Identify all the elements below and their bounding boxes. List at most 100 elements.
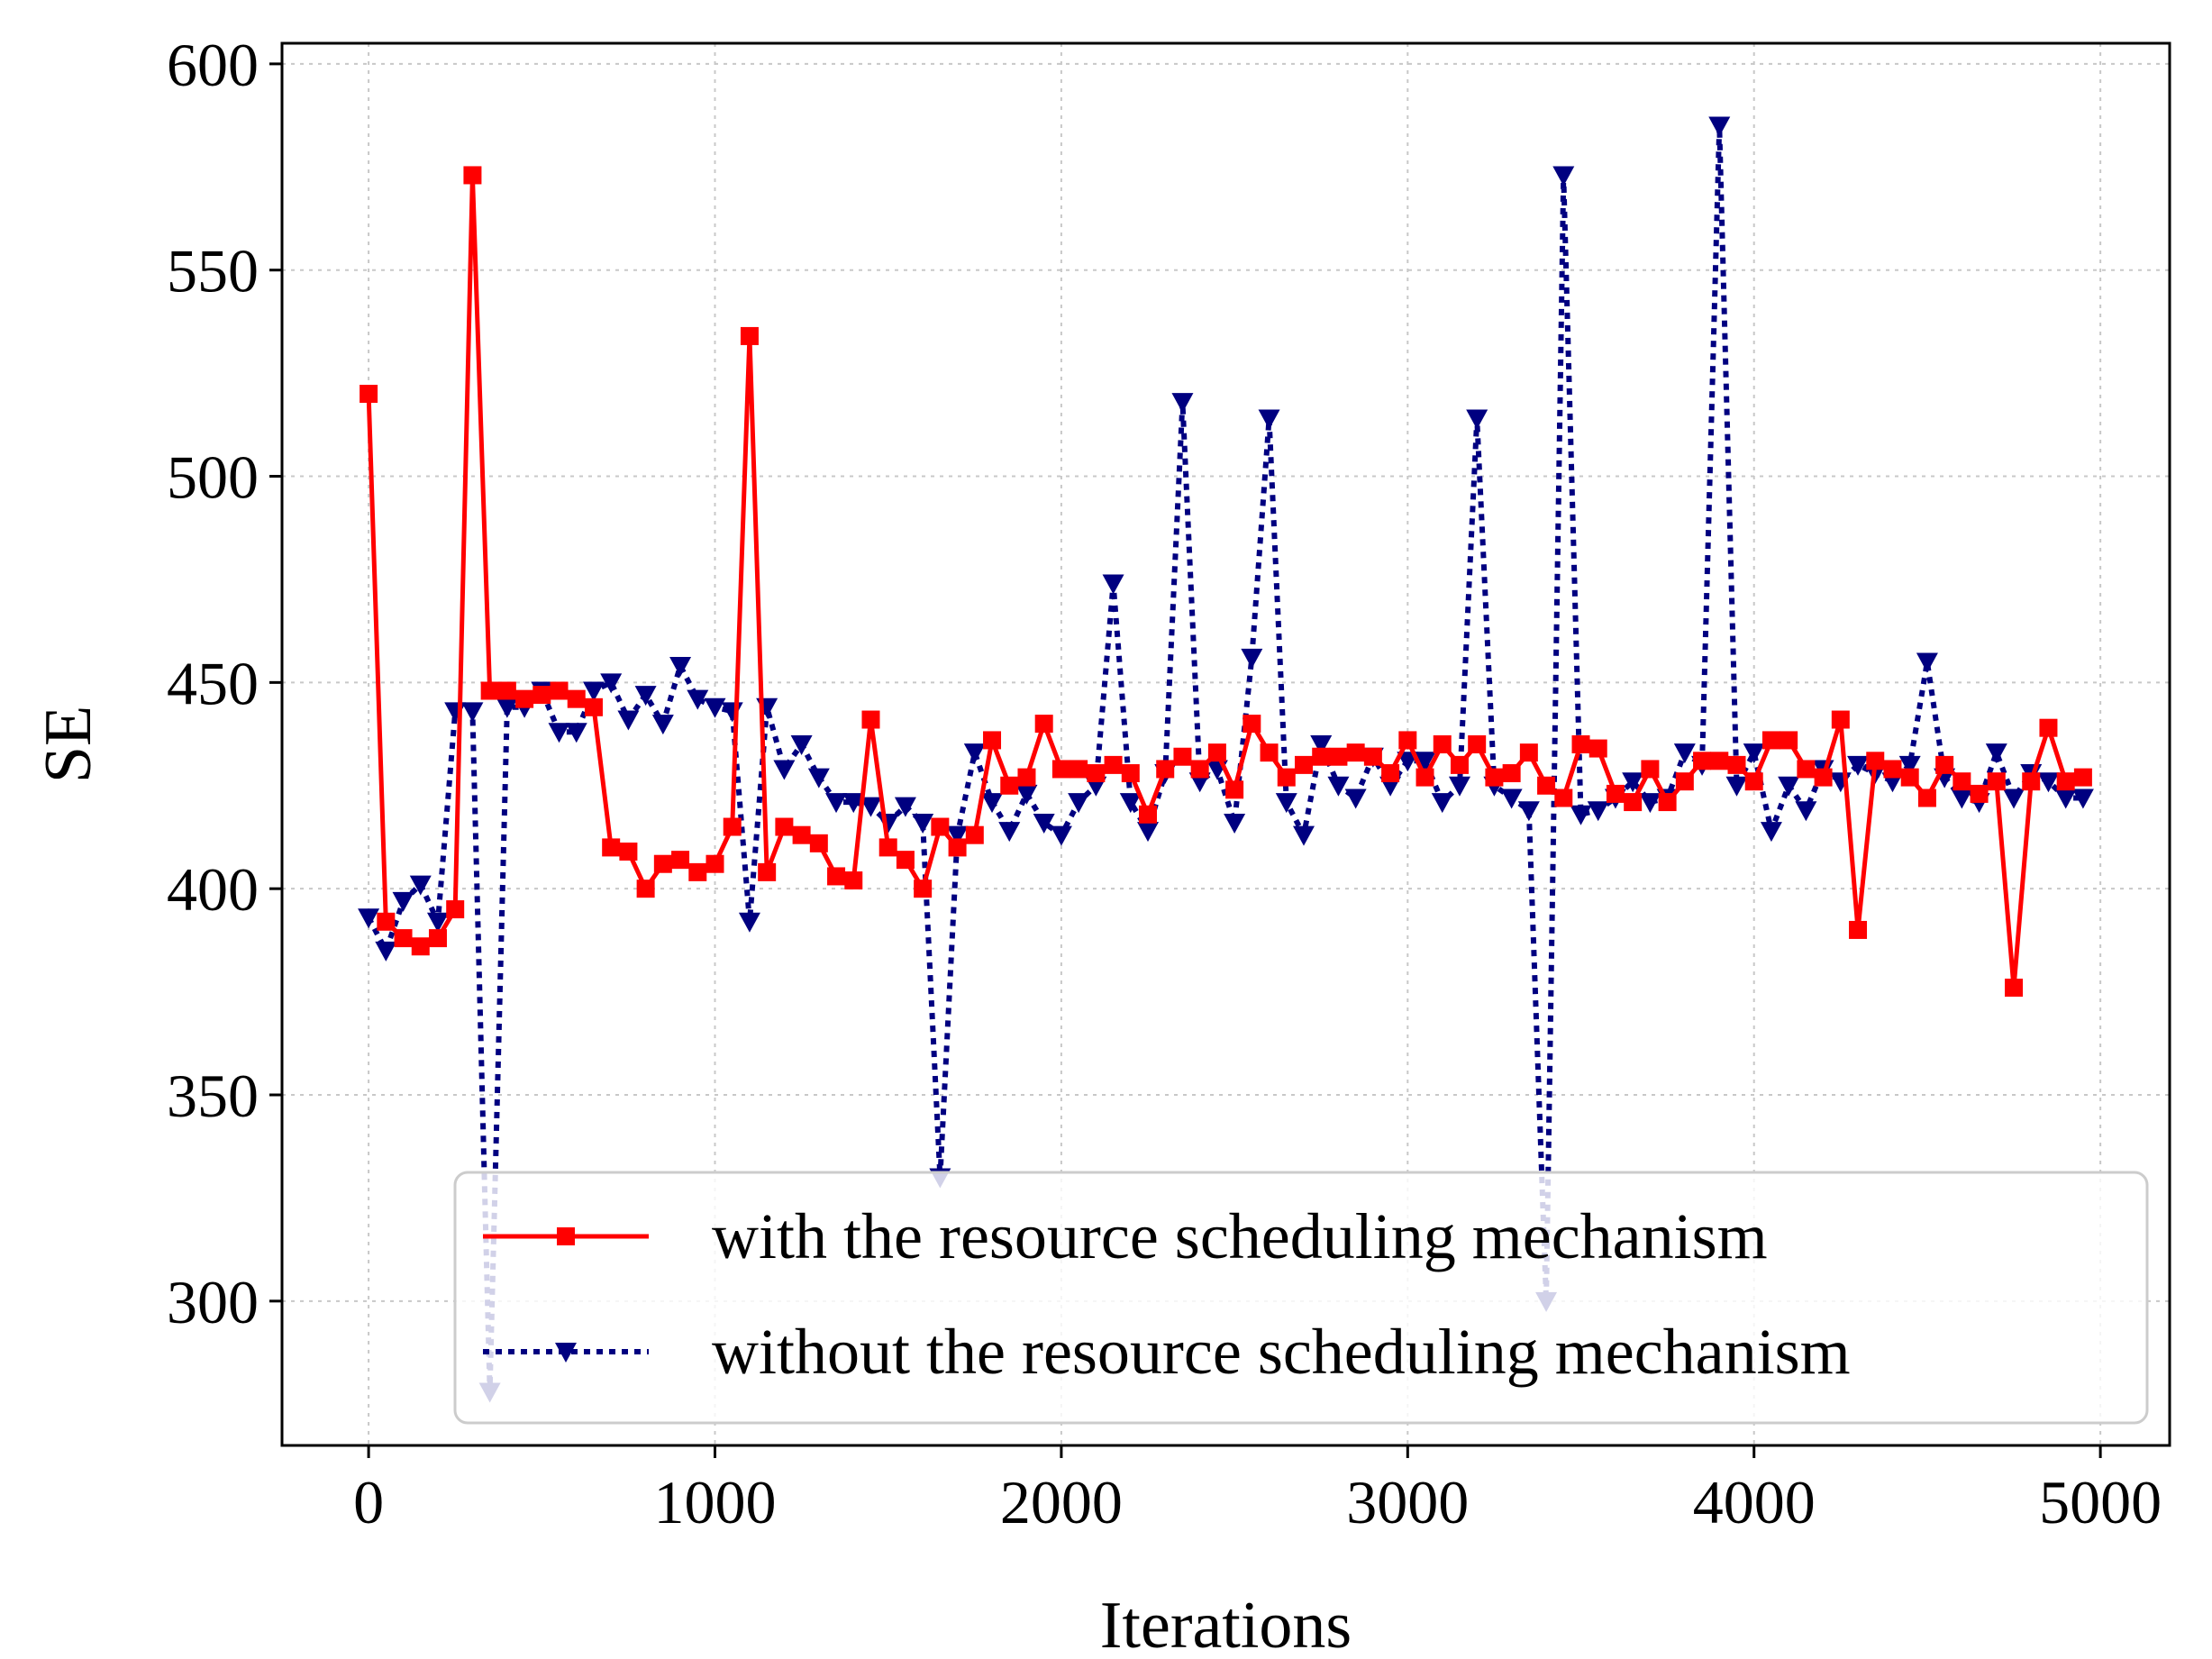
data-point [1743, 743, 1765, 764]
data-point [1970, 784, 1989, 803]
data-point [1519, 743, 1538, 762]
data-point [394, 929, 413, 948]
data-point [1173, 747, 1192, 766]
data-point [1433, 735, 1452, 753]
data-point [998, 822, 1021, 843]
data-point [965, 825, 984, 844]
data-point [426, 912, 449, 933]
data-point [671, 851, 690, 870]
data-point [1431, 793, 1453, 814]
data-point [1517, 801, 1540, 822]
data-point [1033, 813, 1055, 834]
data-point [687, 689, 709, 710]
data-point [669, 657, 692, 678]
data-point [1898, 755, 1921, 776]
data-point [1448, 776, 1470, 797]
data-point [1034, 715, 1053, 734]
y-tick-label: 600 [167, 31, 259, 99]
data-point [1554, 788, 1573, 807]
data-point [2037, 772, 2060, 793]
data-point [2005, 979, 2024, 998]
data-point [1708, 116, 1731, 137]
data-point [2071, 788, 2094, 809]
data-point [861, 710, 880, 729]
data-point [515, 689, 534, 708]
data-point [1641, 760, 1660, 779]
data-point [1883, 760, 1902, 779]
data-point [1398, 731, 1417, 750]
data-point [1985, 743, 2007, 764]
data-point [790, 735, 813, 755]
y-tick-label: 350 [167, 1062, 259, 1130]
data-point [2003, 788, 2025, 809]
data-point [1294, 755, 1313, 774]
legend: with the resource scheduling mechanism wi… [453, 1171, 2149, 1425]
legend-entry-0: with the resource scheduling mechanism [483, 1200, 1768, 1272]
data-point [1571, 735, 1590, 753]
y-tick-label: 550 [167, 237, 259, 305]
data-point [704, 697, 726, 718]
data-point [1953, 772, 1971, 791]
data-point [1415, 768, 1434, 787]
data-point [1570, 805, 1592, 825]
data-point [1502, 764, 1521, 783]
data-point [1849, 920, 1868, 939]
series-line [366, 123, 2083, 1395]
series-line [366, 172, 2084, 990]
data-point [931, 817, 950, 836]
data-point [1552, 166, 1575, 187]
data-point [1000, 776, 1019, 795]
data-point [1121, 764, 1140, 783]
data-point [2022, 772, 2041, 791]
data-point [1156, 760, 1175, 779]
data-point [1275, 793, 1297, 814]
data-point [948, 838, 967, 857]
legend-marker [555, 1343, 577, 1363]
x-tick-label: 2000 [1000, 1468, 1123, 1536]
legend-box [453, 1171, 2149, 1425]
data-point [775, 817, 794, 836]
data-point [651, 715, 674, 735]
data-point [1241, 648, 1263, 669]
x-tick-label: 0 [353, 1468, 384, 1536]
data-point [1760, 822, 1782, 843]
data-point [377, 912, 396, 931]
data-point [617, 710, 640, 731]
data-point [1866, 752, 1885, 770]
data-point [878, 838, 897, 857]
data-point [1102, 574, 1124, 595]
data-point [634, 686, 657, 706]
data-point [1243, 715, 1261, 734]
data-point [1622, 772, 1644, 793]
data-point [375, 941, 397, 962]
data-point [894, 797, 916, 817]
data-point [1277, 768, 1296, 787]
data-point [428, 929, 447, 948]
data-point [411, 937, 430, 956]
data-point [1363, 747, 1382, 766]
data-point [1344, 788, 1367, 809]
data-point [1797, 760, 1816, 779]
data-point [584, 697, 603, 716]
data-point [1171, 393, 1194, 414]
data-point [1624, 793, 1643, 812]
data-point [758, 862, 777, 881]
data-point [1951, 788, 1973, 809]
axis-ticks: 0 1000 2000 3000 4000 5000 300 350 400 450 500 550 6… [167, 31, 2162, 1536]
data-point [1795, 801, 1817, 822]
data-point [963, 743, 986, 764]
data-point [1916, 652, 1938, 673]
legend-entry-1: without the resource scheduling mechanis… [483, 1316, 1851, 1388]
data-point [705, 854, 724, 873]
legend-marker [557, 1227, 575, 1245]
data-point [1725, 776, 1748, 797]
data-point [860, 797, 882, 817]
data-point [1207, 743, 1226, 762]
data-point [1327, 776, 1350, 797]
data-point [619, 842, 638, 861]
data-point [1050, 825, 1072, 846]
data-point [1068, 793, 1090, 814]
data-point [1414, 752, 1436, 772]
data-point [1051, 760, 1070, 779]
